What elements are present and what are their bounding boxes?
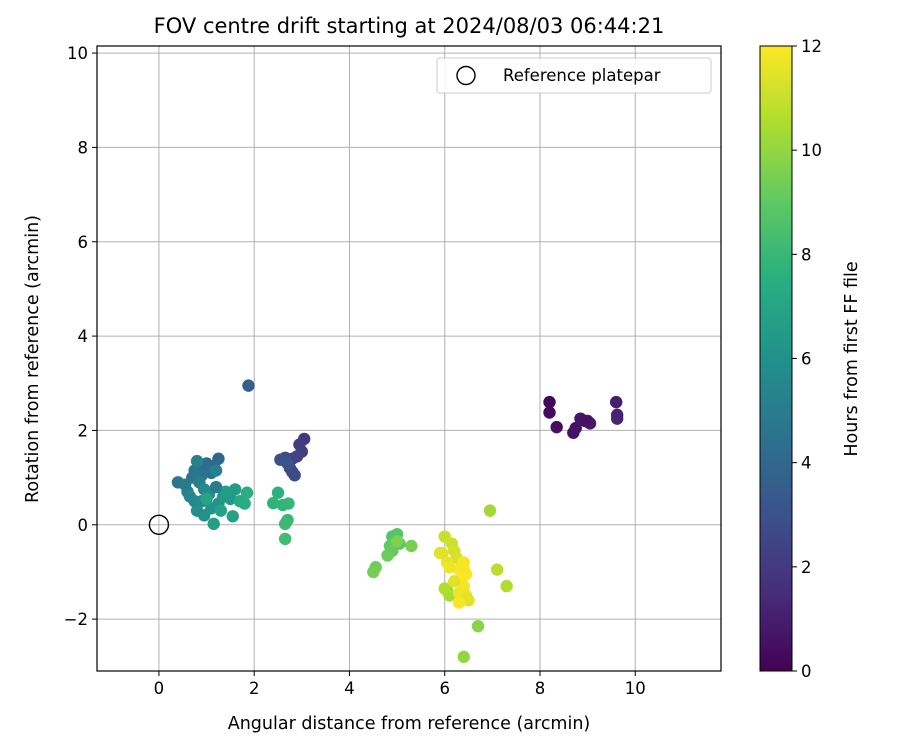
data-point bbox=[226, 510, 239, 523]
data-point bbox=[390, 535, 404, 548]
data-point bbox=[209, 464, 223, 477]
data-point bbox=[278, 517, 292, 531]
data-point bbox=[219, 485, 232, 498]
data-point bbox=[200, 492, 213, 506]
data-point bbox=[471, 619, 485, 633]
data-point bbox=[433, 546, 447, 560]
data-point bbox=[228, 483, 242, 496]
data-point bbox=[240, 486, 254, 499]
data-point bbox=[550, 420, 563, 434]
colorbar-tick-label: 4 bbox=[801, 454, 812, 473]
y-tick-label: 2 bbox=[78, 421, 89, 440]
data-point bbox=[610, 395, 623, 409]
x-axis-ticks: 0 2 4 6 8 10 bbox=[154, 671, 646, 698]
y-tick-label: −2 bbox=[64, 610, 88, 629]
data-point bbox=[278, 532, 292, 546]
data-point bbox=[457, 650, 470, 664]
colorbar-label: Hours from first FF file bbox=[842, 261, 862, 456]
x-tick-label: 10 bbox=[625, 679, 646, 698]
y-tick-label: 6 bbox=[78, 233, 89, 252]
plot-frame bbox=[96, 45, 722, 672]
data-point bbox=[610, 412, 624, 425]
x-tick-label: 8 bbox=[535, 679, 546, 698]
data-points bbox=[171, 379, 624, 664]
reference-platepar-marker bbox=[148, 514, 170, 535]
data-point bbox=[271, 486, 285, 499]
data-point bbox=[367, 565, 380, 579]
y-tick-label: 4 bbox=[78, 327, 89, 346]
data-point bbox=[500, 579, 513, 593]
data-point bbox=[267, 496, 280, 510]
data-point bbox=[543, 395, 556, 409]
data-point bbox=[209, 480, 223, 494]
data-point bbox=[569, 421, 582, 435]
data-point bbox=[490, 563, 504, 576]
colorbar-tick-label: 0 bbox=[801, 662, 812, 681]
data-point bbox=[281, 457, 294, 470]
data-point bbox=[457, 563, 470, 576]
data-point bbox=[190, 454, 204, 468]
colorbar-tick-label: 2 bbox=[801, 558, 812, 577]
data-point bbox=[214, 504, 228, 517]
y-tick-label: 8 bbox=[78, 138, 89, 157]
data-point bbox=[207, 517, 220, 531]
data-point bbox=[282, 497, 295, 510]
data-point bbox=[452, 596, 466, 609]
data-point bbox=[381, 549, 394, 562]
data-point bbox=[462, 594, 475, 607]
legend-box bbox=[436, 57, 712, 94]
y-tick-label: 0 bbox=[78, 516, 89, 535]
data-point bbox=[443, 561, 456, 574]
data-point bbox=[238, 497, 251, 510]
data-point bbox=[543, 406, 556, 419]
legend-label: Reference platepar bbox=[503, 66, 661, 85]
colorbar-tick-label: 10 bbox=[801, 141, 822, 160]
chart-title: FOV centre drift starting at 2024/08/03 … bbox=[154, 14, 665, 38]
data-point bbox=[579, 414, 592, 428]
y-tick-label: 10 bbox=[67, 44, 88, 63]
data-point bbox=[448, 575, 461, 588]
data-point bbox=[483, 504, 497, 517]
legend-reference-marker bbox=[456, 65, 476, 86]
x-axis-label: Angular distance from reference (arcmin) bbox=[228, 714, 591, 734]
data-point bbox=[438, 582, 451, 595]
colorbar-tick-label: 8 bbox=[801, 245, 812, 264]
data-point bbox=[405, 539, 418, 553]
reference-marker-group bbox=[148, 514, 170, 535]
colorbar-ticks: 0 2 4 6 8 10 12 bbox=[792, 37, 822, 681]
x-tick-label: 2 bbox=[249, 679, 260, 698]
data-point bbox=[288, 469, 301, 482]
colorbar: 0 2 4 6 8 10 12 Hours from first FF file bbox=[759, 37, 862, 681]
data-point bbox=[242, 379, 255, 392]
y-axis-label: Rotation from reference (arcmin) bbox=[23, 215, 43, 503]
y-axis-ticks: −2 0 2 4 6 8 10 bbox=[64, 44, 97, 629]
grid-lines bbox=[97, 46, 721, 671]
colorbar-gradient bbox=[759, 45, 793, 672]
colorbar-tick-label: 12 bbox=[801, 37, 822, 56]
x-tick-label: 6 bbox=[439, 679, 450, 698]
x-tick-label: 0 bbox=[154, 679, 165, 698]
colorbar-tick-label: 6 bbox=[801, 350, 812, 369]
x-tick-label: 4 bbox=[344, 679, 355, 698]
legend: Reference platepar bbox=[436, 57, 712, 94]
